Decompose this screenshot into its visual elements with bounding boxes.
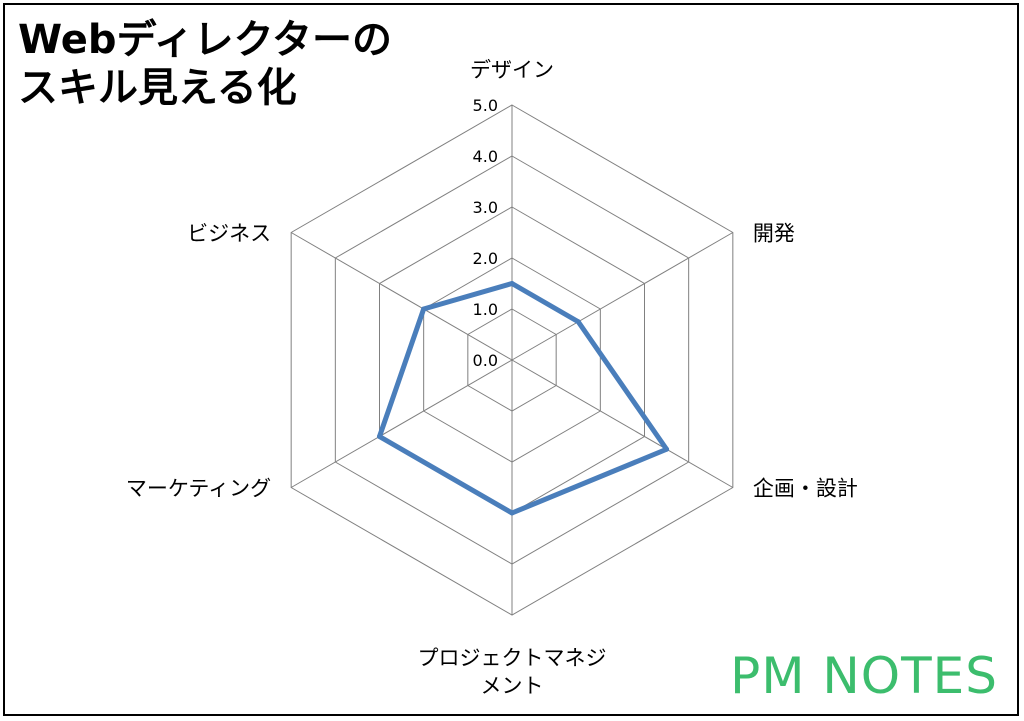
grid-spoke [290,232,513,361]
series-layer [376,281,670,516]
grid-spoke [511,232,734,361]
radial-tick-labels: 0.0 1.0 2.0 3.0 4.0 5.0 [473,96,498,370]
series-point [664,446,670,452]
radial-tick-label: 0.0 [473,351,498,370]
series-line [376,281,670,516]
axis-label: マーケティング [126,477,271,501]
axis-label-line: 企画・設計 [753,477,858,501]
series-point [575,319,581,325]
axis-label-line: 開発 [753,222,795,246]
series-point [376,434,382,439]
axis-label-line: ビジネス [187,222,271,246]
series-point [509,510,515,516]
axis-label-line: プロジェクトマネジ [418,646,607,670]
axis-label-line: マーケティング [126,477,271,501]
radar-grid [290,104,734,616]
chart-title: Webディレクターの スキル見える化 [18,16,392,112]
radial-tick-label: 4.0 [473,147,498,166]
brand-logo-text: PM NOTES [730,647,998,705]
series-point [509,281,515,286]
grid-spoke [290,359,513,488]
radial-tick-label: 3.0 [473,198,498,217]
grid-spoke [511,359,734,488]
chart-title-line-2: スキル見える化 [18,65,297,111]
radial-tick-label: 1.0 [473,300,498,319]
series-point [421,306,427,312]
axis-label: 開発 [753,222,795,246]
axis-label: プロジェクトマネジメント [418,646,607,698]
axis-label: ビジネス [187,222,271,246]
chart-title-line-1: Webディレクターの [18,17,393,63]
axis-label: デザイン [470,58,554,82]
axis-label-line: メント [481,674,544,698]
radial-tick-label: 2.0 [473,249,498,268]
axis-label: 企画・設計 [753,477,858,501]
radial-tick-label: 5.0 [473,96,498,115]
axis-label-line: デザイン [470,58,554,82]
